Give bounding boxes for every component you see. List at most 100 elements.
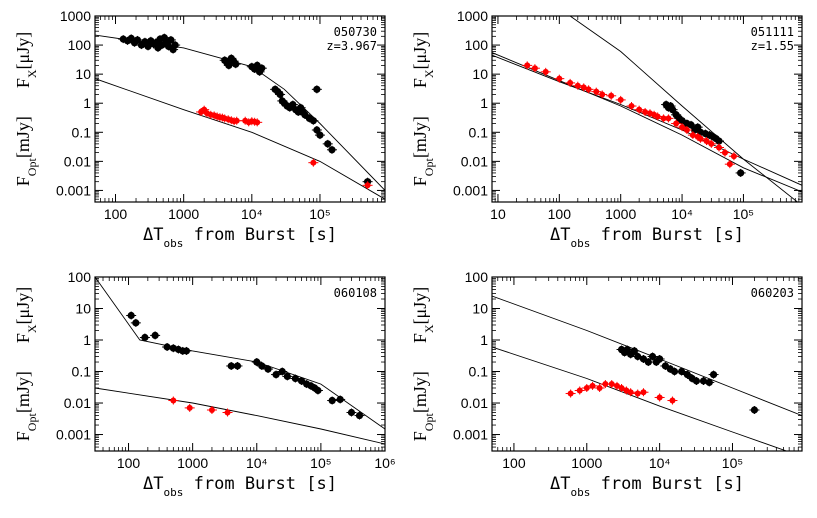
- model-lines: [95, 277, 385, 445]
- x-tick-label: 10⁵: [722, 455, 743, 471]
- data-point: [254, 119, 261, 126]
- x-tick-label: 10⁵: [310, 455, 331, 471]
- series-xray: [616, 345, 760, 415]
- minor-ticks: [95, 16, 385, 202]
- x-axis-label: ΔTobs from Burst [s]: [143, 474, 337, 499]
- y-tick-label: 10: [472, 66, 488, 82]
- data-point: [233, 362, 242, 370]
- model-line: [492, 52, 802, 193]
- data-point: [589, 382, 596, 389]
- panel-051111: 10 100 1000 10⁴ 10⁵ 0.001 0.01 0.1 1 10 100 1000 051…: [410, 8, 803, 250]
- data-point: [677, 367, 686, 376]
- model-line: [492, 54, 802, 186]
- data-point: [576, 387, 583, 394]
- y-axis-label: FOpt [mJy]FX [μJy]: [410, 287, 436, 441]
- data-point: [656, 355, 664, 363]
- data-point: [583, 384, 590, 391]
- data-point: [636, 106, 643, 113]
- data-point: [313, 85, 321, 93]
- data-point: [182, 347, 191, 355]
- data-point: [144, 42, 152, 51]
- series-xray: [118, 33, 373, 186]
- model-line: [95, 78, 385, 200]
- model-line: [95, 387, 385, 445]
- x-tick-label: 10⁶: [374, 455, 395, 471]
- x-tick-label: 100: [502, 455, 526, 471]
- y-tick-label: 0.1: [469, 124, 489, 140]
- data-point: [668, 106, 677, 114]
- y-tick-label: 0.01: [461, 395, 488, 411]
- data-point: [721, 149, 728, 156]
- data-point: [364, 182, 371, 189]
- data-point: [692, 377, 701, 385]
- data-point: [163, 343, 171, 351]
- data-point: [640, 389, 647, 396]
- data-point: [186, 404, 193, 411]
- series-xray: [126, 311, 365, 420]
- minor-ticks: [492, 277, 802, 452]
- data-point: [314, 386, 322, 395]
- y-tick-label: 100: [68, 269, 92, 285]
- x-tick-label: 10⁵: [309, 206, 330, 222]
- data-point: [171, 41, 179, 49]
- x-tick-label: 10⁴: [671, 206, 693, 222]
- data-point: [208, 407, 215, 414]
- data-point: [656, 394, 663, 401]
- data-point: [670, 367, 679, 376]
- data-point: [730, 153, 737, 160]
- grb-label: z=3.967: [326, 39, 377, 53]
- plot-frame: [94, 15, 386, 203]
- data-point: [258, 64, 266, 72]
- data-point: [324, 140, 332, 148]
- model-line: [95, 34, 385, 191]
- y-tick-label: 0.01: [64, 395, 91, 411]
- data-point: [627, 389, 634, 396]
- data-point: [276, 90, 284, 99]
- data-point: [673, 120, 680, 127]
- series-xray: [661, 100, 746, 177]
- grb-label: 060203: [751, 286, 794, 300]
- minor-ticks: [95, 277, 385, 452]
- data-point: [132, 319, 140, 327]
- x-axis-label: ΔTobs from Burst [s]: [143, 225, 337, 250]
- y-tick-label: 1000: [60, 8, 91, 24]
- y-tick-label: 10: [75, 66, 91, 82]
- x-tick-label: 10⁴: [241, 206, 263, 222]
- series-optical: [168, 396, 233, 417]
- data-point: [703, 138, 710, 145]
- data-point: [644, 358, 652, 366]
- x-axis-label: ΔTobs from Burst [s]: [550, 474, 744, 499]
- y-tick-label: 0.01: [461, 153, 488, 169]
- model-line: [492, 295, 802, 417]
- data-point: [310, 159, 317, 166]
- data-point: [232, 60, 240, 68]
- x-tick-label: 10: [490, 206, 506, 222]
- x-tick-label: 1000: [605, 206, 636, 222]
- x-tick-label: 100: [117, 455, 141, 471]
- grb-label: 051111: [751, 25, 794, 39]
- y-tick-label: 0.001: [453, 427, 488, 443]
- data-point: [567, 390, 574, 397]
- data-point: [133, 36, 142, 44]
- x-tick-label: 1000: [571, 455, 602, 471]
- y-tick-label: 1: [480, 95, 488, 111]
- y-tick-label: 0.001: [56, 182, 91, 198]
- data-point: [705, 378, 713, 387]
- data-point: [224, 409, 231, 416]
- data-point: [716, 144, 723, 151]
- data-point: [618, 384, 625, 391]
- panel-050730: 100 1000 10⁴ 10⁵ 0.001 0.01 0.1 1 10 100 1000 05073…: [13, 8, 386, 250]
- plot-frame: [94, 276, 386, 452]
- y-tick-label: 0.01: [64, 153, 91, 169]
- model-line: [569, 16, 799, 202]
- y-tick-label: 0.001: [453, 182, 488, 198]
- series-optical: [522, 61, 739, 169]
- data-point: [634, 352, 642, 361]
- data-point: [614, 382, 621, 389]
- data-point: [167, 36, 175, 44]
- model-lines: [492, 295, 802, 451]
- data-point: [225, 61, 233, 69]
- model-lines: [492, 16, 802, 202]
- data-point: [316, 131, 324, 139]
